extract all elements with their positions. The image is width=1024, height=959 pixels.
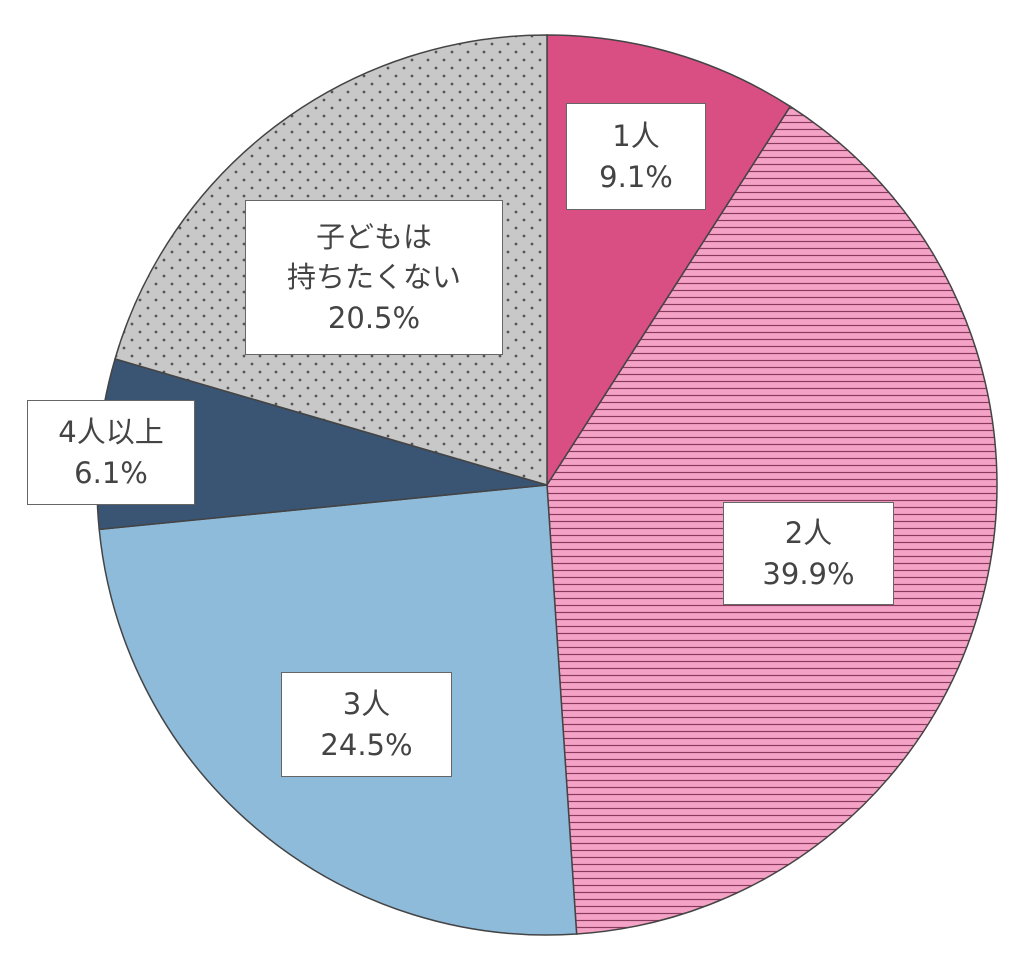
value-label: 24.5% [320,727,413,762]
category-label: 3人 [342,686,391,721]
slice-label: 4人以上 6.1% [27,400,195,505]
category-label: 子どもは 持ちたくない [286,219,461,295]
slice-label: 2人 39.9% [723,502,894,605]
slice-label: 1人 9.1% [566,103,706,210]
slice-label: 子どもは 持ちたくない 20.5% [245,200,503,355]
value-label: 6.1% [74,455,148,490]
category-label: 1人 [612,118,660,153]
value-label: 39.9% [762,556,855,591]
value-label: 9.1% [599,159,673,194]
category-label: 4人以上 [58,414,164,449]
value-label: 20.5% [327,300,421,335]
slice-label: 3人 24.5% [281,672,452,777]
category-label: 2人 [784,515,833,550]
